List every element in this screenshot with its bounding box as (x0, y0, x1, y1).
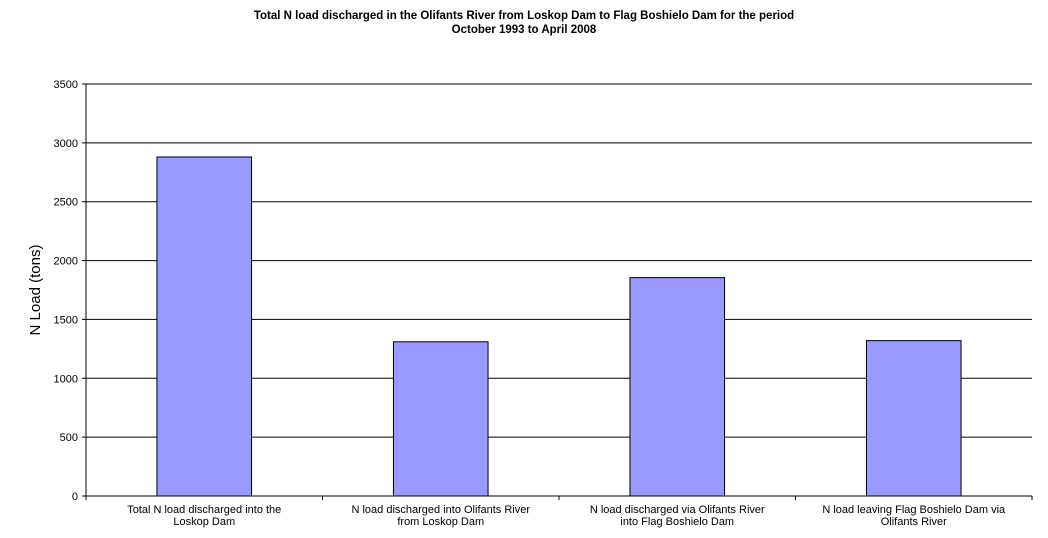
y-tick-labels: 0 500 1000 1500 2000 2500 3000 3500 (54, 79, 78, 503)
y-tick-label: 0 (72, 491, 78, 503)
x-tick-label: N load discharged into Olifants River (351, 504, 530, 516)
y-axis-title: N Load (tons) (27, 245, 44, 336)
y-tick-label: 1500 (54, 314, 78, 326)
chart-title-line: Total N load discharged in the Olifants … (254, 10, 794, 22)
bar (865, 340, 962, 497)
x-tick-label: Loskop Dam (173, 516, 235, 528)
bar (629, 277, 726, 497)
x-tick-label: Total N load discharged into the (127, 504, 281, 516)
y-tick-label: 2500 (54, 197, 78, 209)
y-tick-label: 1000 (54, 373, 78, 385)
chart-title-line: October 1993 to April 2008 (452, 24, 597, 36)
y-tick-label: 2000 (54, 256, 78, 268)
x-tick-label: into Flag Boshielo Dam (620, 516, 734, 528)
y-tick-label: 500 (60, 432, 78, 444)
x-tick-label: Olifants River (881, 516, 947, 528)
x-tick-label: N load leaving Flag Boshielo Dam via (822, 504, 1006, 516)
x-tick-label: N load discharged via Olifants River (590, 504, 765, 516)
axes (82, 83, 1033, 500)
x-tick-label: from Loskop Dam (397, 516, 484, 528)
bar (156, 156, 253, 497)
y-tick-label: 3000 (54, 138, 78, 150)
bars (156, 156, 962, 497)
y-tick-label: 3500 (54, 79, 78, 91)
y-axis-label: N Load (tons) (27, 245, 44, 336)
chart-title: Total N load discharged in the Olifants … (254, 10, 794, 36)
bar (392, 341, 489, 497)
